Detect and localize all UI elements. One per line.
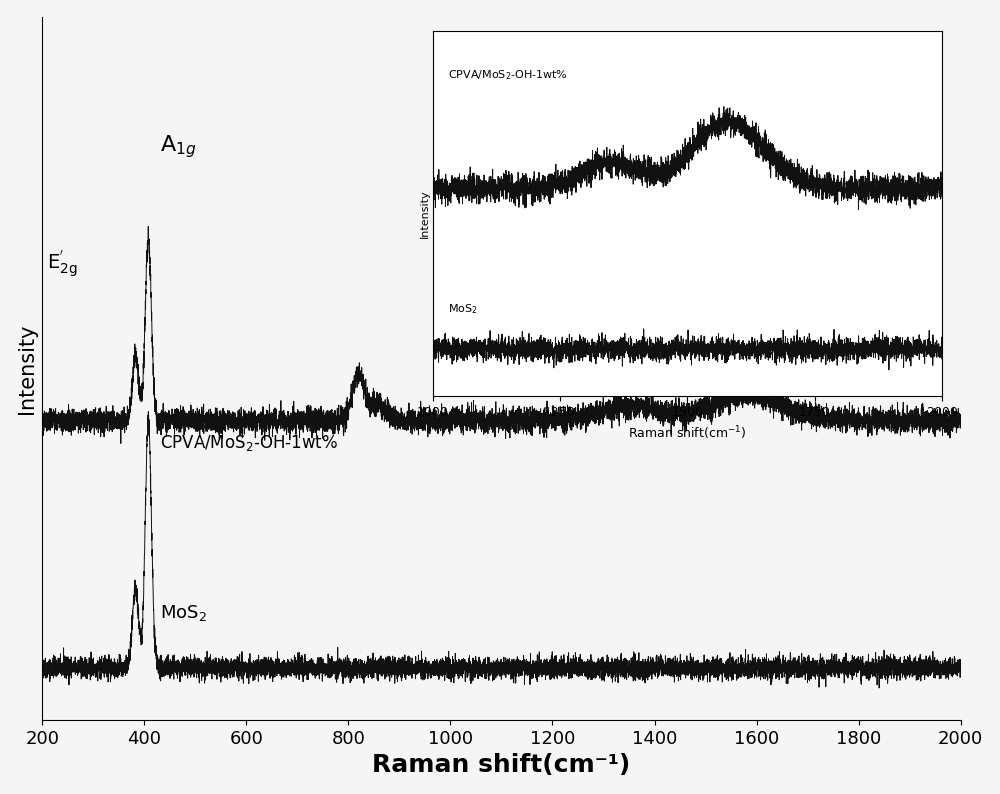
Text: A$_{1g}$: A$_{1g}$: [160, 133, 196, 160]
Text: CPVA/MoS$_2$-OH-1wt%: CPVA/MoS$_2$-OH-1wt%: [160, 434, 338, 453]
Text: $-(C\!=\!C)_2-$: $-(C\!=\!C)_2-$: [751, 332, 849, 353]
Text: E$^{'}_{\mathregular{2g}}$: E$^{'}_{\mathregular{2g}}$: [47, 249, 78, 279]
Text: MoS$_2$: MoS$_2$: [160, 603, 206, 622]
X-axis label: Raman shift(cm⁻¹): Raman shift(cm⁻¹): [372, 754, 631, 777]
Y-axis label: Intensity: Intensity: [17, 323, 37, 414]
